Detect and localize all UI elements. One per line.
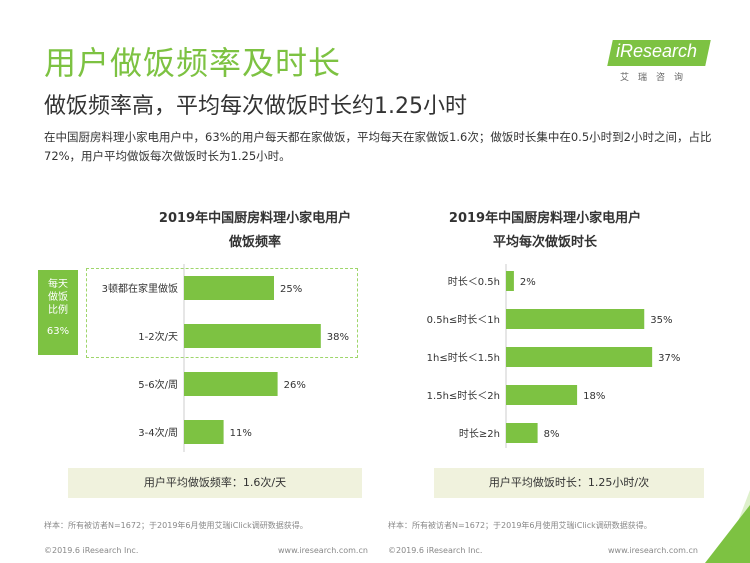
bar — [506, 385, 578, 405]
logo-text: iResearch — [616, 41, 698, 61]
page-number: 21 — [727, 544, 741, 557]
bar — [506, 347, 653, 367]
copyright-left: ©2019.6 iResearch Inc. — [44, 546, 139, 555]
category-label: 5-6次/周 — [138, 378, 178, 391]
chart2-title-line1: 2019年中国厨房料理小家电用户 — [448, 211, 642, 226]
bar — [184, 420, 224, 444]
category-label: 时长≥2h — [459, 428, 500, 440]
side-label-value: 63% — [46, 326, 70, 337]
value-label: 35% — [650, 315, 672, 326]
chart2-svg: 时长＜0.5h 2% 0.5h≤时长＜1h 35% 1h≤时长＜1.5h 37% 1.5h≤… — [427, 264, 680, 448]
category-label: 1.5h≤时长＜2h — [427, 390, 500, 402]
value-label: 25% — [280, 284, 302, 295]
bar — [184, 276, 274, 300]
value-label: 26% — [284, 380, 306, 391]
sample-note-left: 样本：所有被访者N=1672；于2019年6月使用艾瑞iClick调研数据获得。 — [44, 521, 308, 530]
chart1-title: 2019年中国厨房料理小家电用户 做饭频率 — [105, 207, 405, 255]
chart1-title-line2: 做饭频率 — [228, 235, 281, 250]
value-label: 37% — [658, 353, 680, 364]
site-left: www.iresearch.com.cn — [278, 546, 368, 555]
logo-cn-text: 艾瑞咨询 — [620, 73, 693, 83]
page-description: 在中国厨房料理小家电用户中，63%的用户每天都在家做饭，平均每天在家做饭1.6次… — [44, 130, 712, 163]
chart2-title: 2019年中国厨房料理小家电用户 平均每次做饭时长 — [395, 207, 695, 255]
daily-group-highlight — [86, 268, 358, 358]
site-right: www.iresearch.com.cn — [608, 546, 698, 555]
bar — [506, 309, 645, 329]
value-label: 8% — [544, 429, 560, 440]
category-label: 1-2次/天 — [138, 330, 178, 343]
category-label: 1h≤时长＜1.5h — [427, 352, 500, 364]
copyright-right: ©2019.6 iResearch Inc. — [388, 546, 483, 555]
iresearch-logo: iResearch 艾瑞咨询 — [607, 36, 715, 84]
page-title: 用户做饭频率及时长 — [44, 44, 342, 82]
chart1-summary: 用户平均做饭频率：1.6次/天 — [68, 468, 362, 498]
bar — [184, 324, 321, 348]
side-label-line3: 比例 — [48, 305, 68, 316]
daily-cooking-ratio-box: 每天 做饭 比例 63% — [38, 270, 78, 355]
category-label: 3-4次/周 — [138, 426, 178, 439]
chart1-svg: 3顿都在家里做饭 25% 1-2次/天 38% 5-6次/周 26% 3-4次/周 11% — [102, 264, 349, 452]
page-subtitle: 做饭频率高，平均每次做饭时长约1.25小时 — [44, 94, 467, 119]
sample-note-right: 样本：所有被访者N=1672；于2019年6月使用艾瑞iClick调研数据获得。 — [388, 521, 652, 530]
value-label: 2% — [520, 277, 536, 288]
side-label-line1: 每天 — [48, 279, 68, 290]
value-label: 18% — [583, 391, 605, 402]
value-label: 38% — [327, 332, 349, 343]
chart2-summary: 用户平均做饭时长：1.25小时/次 — [434, 468, 704, 498]
category-label: 0.5h≤时长＜1h — [427, 314, 500, 326]
bar — [184, 372, 278, 396]
value-label: 11% — [230, 428, 252, 439]
category-label: 3顿都在家里做饭 — [102, 282, 178, 295]
corner-decoration — [705, 505, 750, 563]
bar — [506, 423, 538, 443]
chart1-title-line1: 2019年中国厨房料理小家电用户 — [158, 211, 352, 226]
side-label-line2: 做饭 — [48, 292, 68, 303]
bar — [506, 271, 514, 291]
chart2-title-line2: 平均每次做饭时长 — [492, 235, 597, 250]
category-label: 时长＜0.5h — [448, 276, 500, 288]
